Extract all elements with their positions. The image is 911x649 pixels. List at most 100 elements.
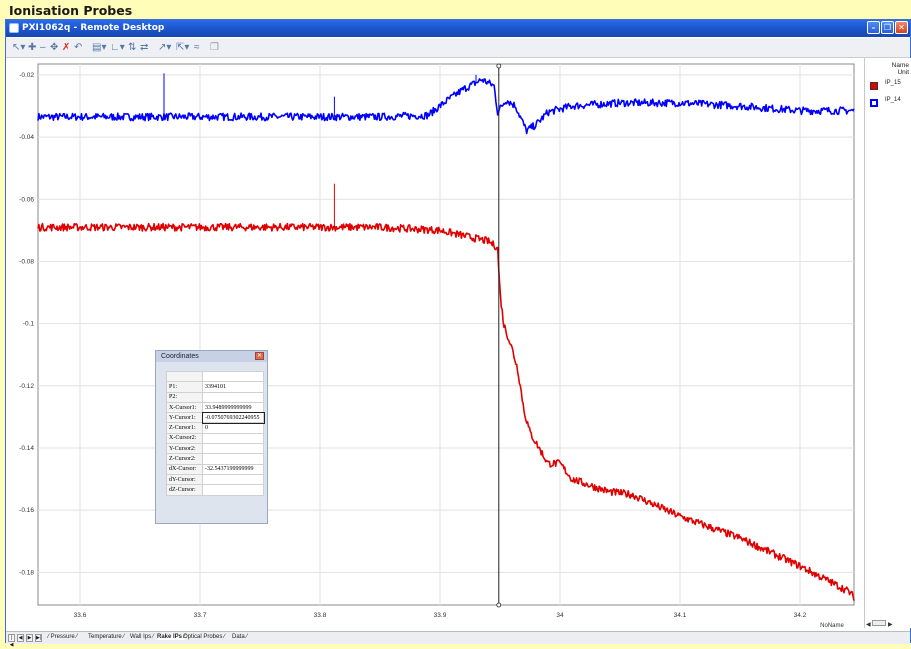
x-tick-label: 33.6 <box>74 612 87 619</box>
y-tick-label: -0.02 <box>19 72 34 79</box>
coord-row: X-Cursor1: 33.9489999999999 <box>166 401 264 414</box>
x-tick-label: 34.2 <box>794 612 807 619</box>
coord-row: dY-Cursor: <box>166 473 264 486</box>
coord-key: dZ-Cursor: <box>166 484 203 496</box>
close-icon[interactable]: ✕ <box>255 352 264 360</box>
channel-legend: Name Unit IP_15 IP_14 <box>864 58 911 628</box>
coord-key <box>166 370 203 383</box>
y-tick-label: -0.12 <box>19 383 34 390</box>
cursor-icon[interactable]: ↗▾ <box>158 42 172 53</box>
last-sheet-button[interactable]: ▶| <box>35 634 42 642</box>
tab-rake-ips[interactable]: Rake IPs ⁄ <box>157 634 185 640</box>
tab-data[interactable]: Data ⁄ <box>232 634 248 640</box>
remote-desktop-window: PXI1062q - Remote Desktop – ❐ ✕ ↖▾ ✚ – ✥… <box>5 19 911 648</box>
tab-pressure[interactable]: ⁄ Pressure ⁄ <box>48 634 78 640</box>
axis-icon[interactable]: ∟▾ <box>110 42 125 53</box>
coord-row: P2: <box>166 391 264 403</box>
tab-optical-probes[interactable]: Optical Probes ⁄ <box>183 634 226 640</box>
coord-row: Z-Cursor1: 0 <box>166 422 264 434</box>
window-title: PXI1062q - Remote Desktop <box>22 23 165 33</box>
delete-icon[interactable]: ✗ <box>62 42 71 53</box>
coordinates-dialog-header[interactable]: Coordinates ✕ <box>156 351 267 362</box>
y-tick-label: -0.1 <box>23 321 35 328</box>
coord-key: X-Cursor2: <box>166 432 203 445</box>
coord-row <box>166 370 264 383</box>
pan-icon[interactable]: ✥ <box>50 42 59 53</box>
coord-row: P1: 3394101 <box>166 381 264 393</box>
autoscale-icon[interactable]: ⇄ <box>140 42 149 53</box>
prev-sheet-button[interactable]: ◀ <box>17 634 24 642</box>
minimize-button[interactable]: – <box>867 21 880 34</box>
markers-icon[interactable]: ≈ <box>194 42 200 53</box>
coord-value[interactable]: -32.5437199999999 <box>202 463 264 475</box>
coord-value[interactable] <box>202 473 264 486</box>
coord-row: dX-Cursor: -32.5437199999999 <box>166 463 264 475</box>
scale-icon[interactable]: ⇅ <box>128 42 137 53</box>
coord-key: Z-Cursor2: <box>166 453 203 465</box>
coord-value[interactable]: 33.9489999999999 <box>202 401 264 414</box>
coord-value[interactable] <box>202 484 264 496</box>
coord-row: X-Cursor2: <box>166 432 264 445</box>
coordinates-dialog-title: Coordinates <box>161 353 199 360</box>
axis-scroll[interactable]: ◀ ▶ <box>866 620 893 628</box>
coord-value[interactable]: -0.0750769302240955 <box>201 411 265 425</box>
y-tick-label: -0.08 <box>19 258 34 265</box>
x-tick-label: 33.9 <box>434 612 447 619</box>
legend-item-ip14[interactable]: IP_14 <box>885 97 901 103</box>
coord-value[interactable]: 0 <box>202 422 264 434</box>
x-tick-label: 34 <box>556 612 564 619</box>
legend-item-ip15[interactable]: IP_15 <box>885 80 901 86</box>
toolbar: ↖▾ ✚ – ✥ ✗ ↶ ▤▾ ∟▾ ⇅ ⇄ ↗▾ ⇱▾ ≈ ❐ <box>6 38 910 58</box>
coordinates-table: P1: 3394101 P2: X-Cursor1: 33.9489999999999 Y… <box>166 370 265 496</box>
coord-value[interactable] <box>202 391 264 403</box>
coord-value[interactable] <box>202 453 264 465</box>
zoom-in-icon[interactable]: ✚ <box>28 42 37 53</box>
undo-zoom-icon[interactable]: ↶ <box>74 42 83 53</box>
series-line-1 <box>37 222 855 601</box>
cursor-handle-top <box>496 63 502 69</box>
coord-key: Y-Cursor1: <box>166 412 203 424</box>
coord-value[interactable]: 3394101 <box>202 381 264 393</box>
ip14-color-swatch[interactable] <box>870 99 878 107</box>
coord-row: Y-Cursor2: <box>166 443 264 455</box>
chart-svg: -0.02 -0.04 -0.06 -0.08 -0.1 -0.12 -0.14 -0.16 -… <box>19 63 855 629</box>
legend-header-unit: Unit <box>897 69 909 76</box>
sheet-tab-bar: |◀ ◀ ▶ ▶| ⁄ Pressure ⁄ Temperature ⁄ Wal… <box>6 631 910 648</box>
coord-key: Z-Cursor1: <box>166 422 203 434</box>
ip15-color-swatch[interactable] <box>870 82 878 90</box>
next-sheet-button[interactable]: ▶ <box>26 634 33 642</box>
window-titlebar: PXI1062q - Remote Desktop – ❐ ✕ <box>6 20 910 37</box>
zoom-out-icon[interactable]: – <box>40 42 46 53</box>
remote-desktop-icon <box>9 23 19 33</box>
close-button[interactable]: ✕ <box>895 21 908 34</box>
x-axis-name: NoName <box>820 623 844 629</box>
series-line-0 <box>37 78 855 135</box>
y-tick-label: -0.16 <box>19 507 34 514</box>
cursor-handle-bottom <box>496 602 502 608</box>
copy-icon[interactable]: ❐ <box>210 42 219 53</box>
restore-button[interactable]: ❐ <box>881 21 894 34</box>
coord-row: dZ-Cursor: <box>166 484 264 496</box>
y-tick-label: -0.06 <box>19 196 34 203</box>
plot-area[interactable]: -0.02 -0.04 -0.06 -0.08 -0.1 -0.12 -0.14 -0.16 -… <box>6 60 861 630</box>
cursor-tool-icon[interactable]: ↖▾ <box>12 42 26 53</box>
coordinates-dialog[interactable]: Coordinates ✕ P1: 3394101 P2: X-Cursor1: 33.… <box>155 350 268 524</box>
measure-icon[interactable]: ⇱▾ <box>176 42 190 53</box>
coord-row: Y-Cursor1: -0.0750769302240955 <box>166 411 265 425</box>
coord-row: Z-Cursor2: <box>166 453 264 465</box>
x-tick-label: 34.1 <box>674 612 687 619</box>
tab-temperature[interactable]: Temperature ⁄ <box>88 634 125 640</box>
x-tick-label: 33.8 <box>314 612 327 619</box>
page-title: Ionisation Probes <box>9 3 133 18</box>
y-tick-label: -0.18 <box>19 569 34 576</box>
y-tick-label: -0.04 <box>19 134 34 141</box>
tab-wall-ips[interactable]: Wall Ips ⁄ <box>130 634 154 640</box>
first-sheet-button[interactable]: |◀ <box>8 634 15 648</box>
y-tick-label: -0.14 <box>19 445 34 452</box>
coord-value[interactable] <box>202 432 264 445</box>
legend-header-name: Name <box>891 62 909 69</box>
coord-value[interactable] <box>202 443 264 455</box>
chart-type-icon[interactable]: ▤▾ <box>92 42 107 53</box>
coord-value[interactable] <box>202 370 264 383</box>
x-tick-label: 33.7 <box>194 612 207 619</box>
